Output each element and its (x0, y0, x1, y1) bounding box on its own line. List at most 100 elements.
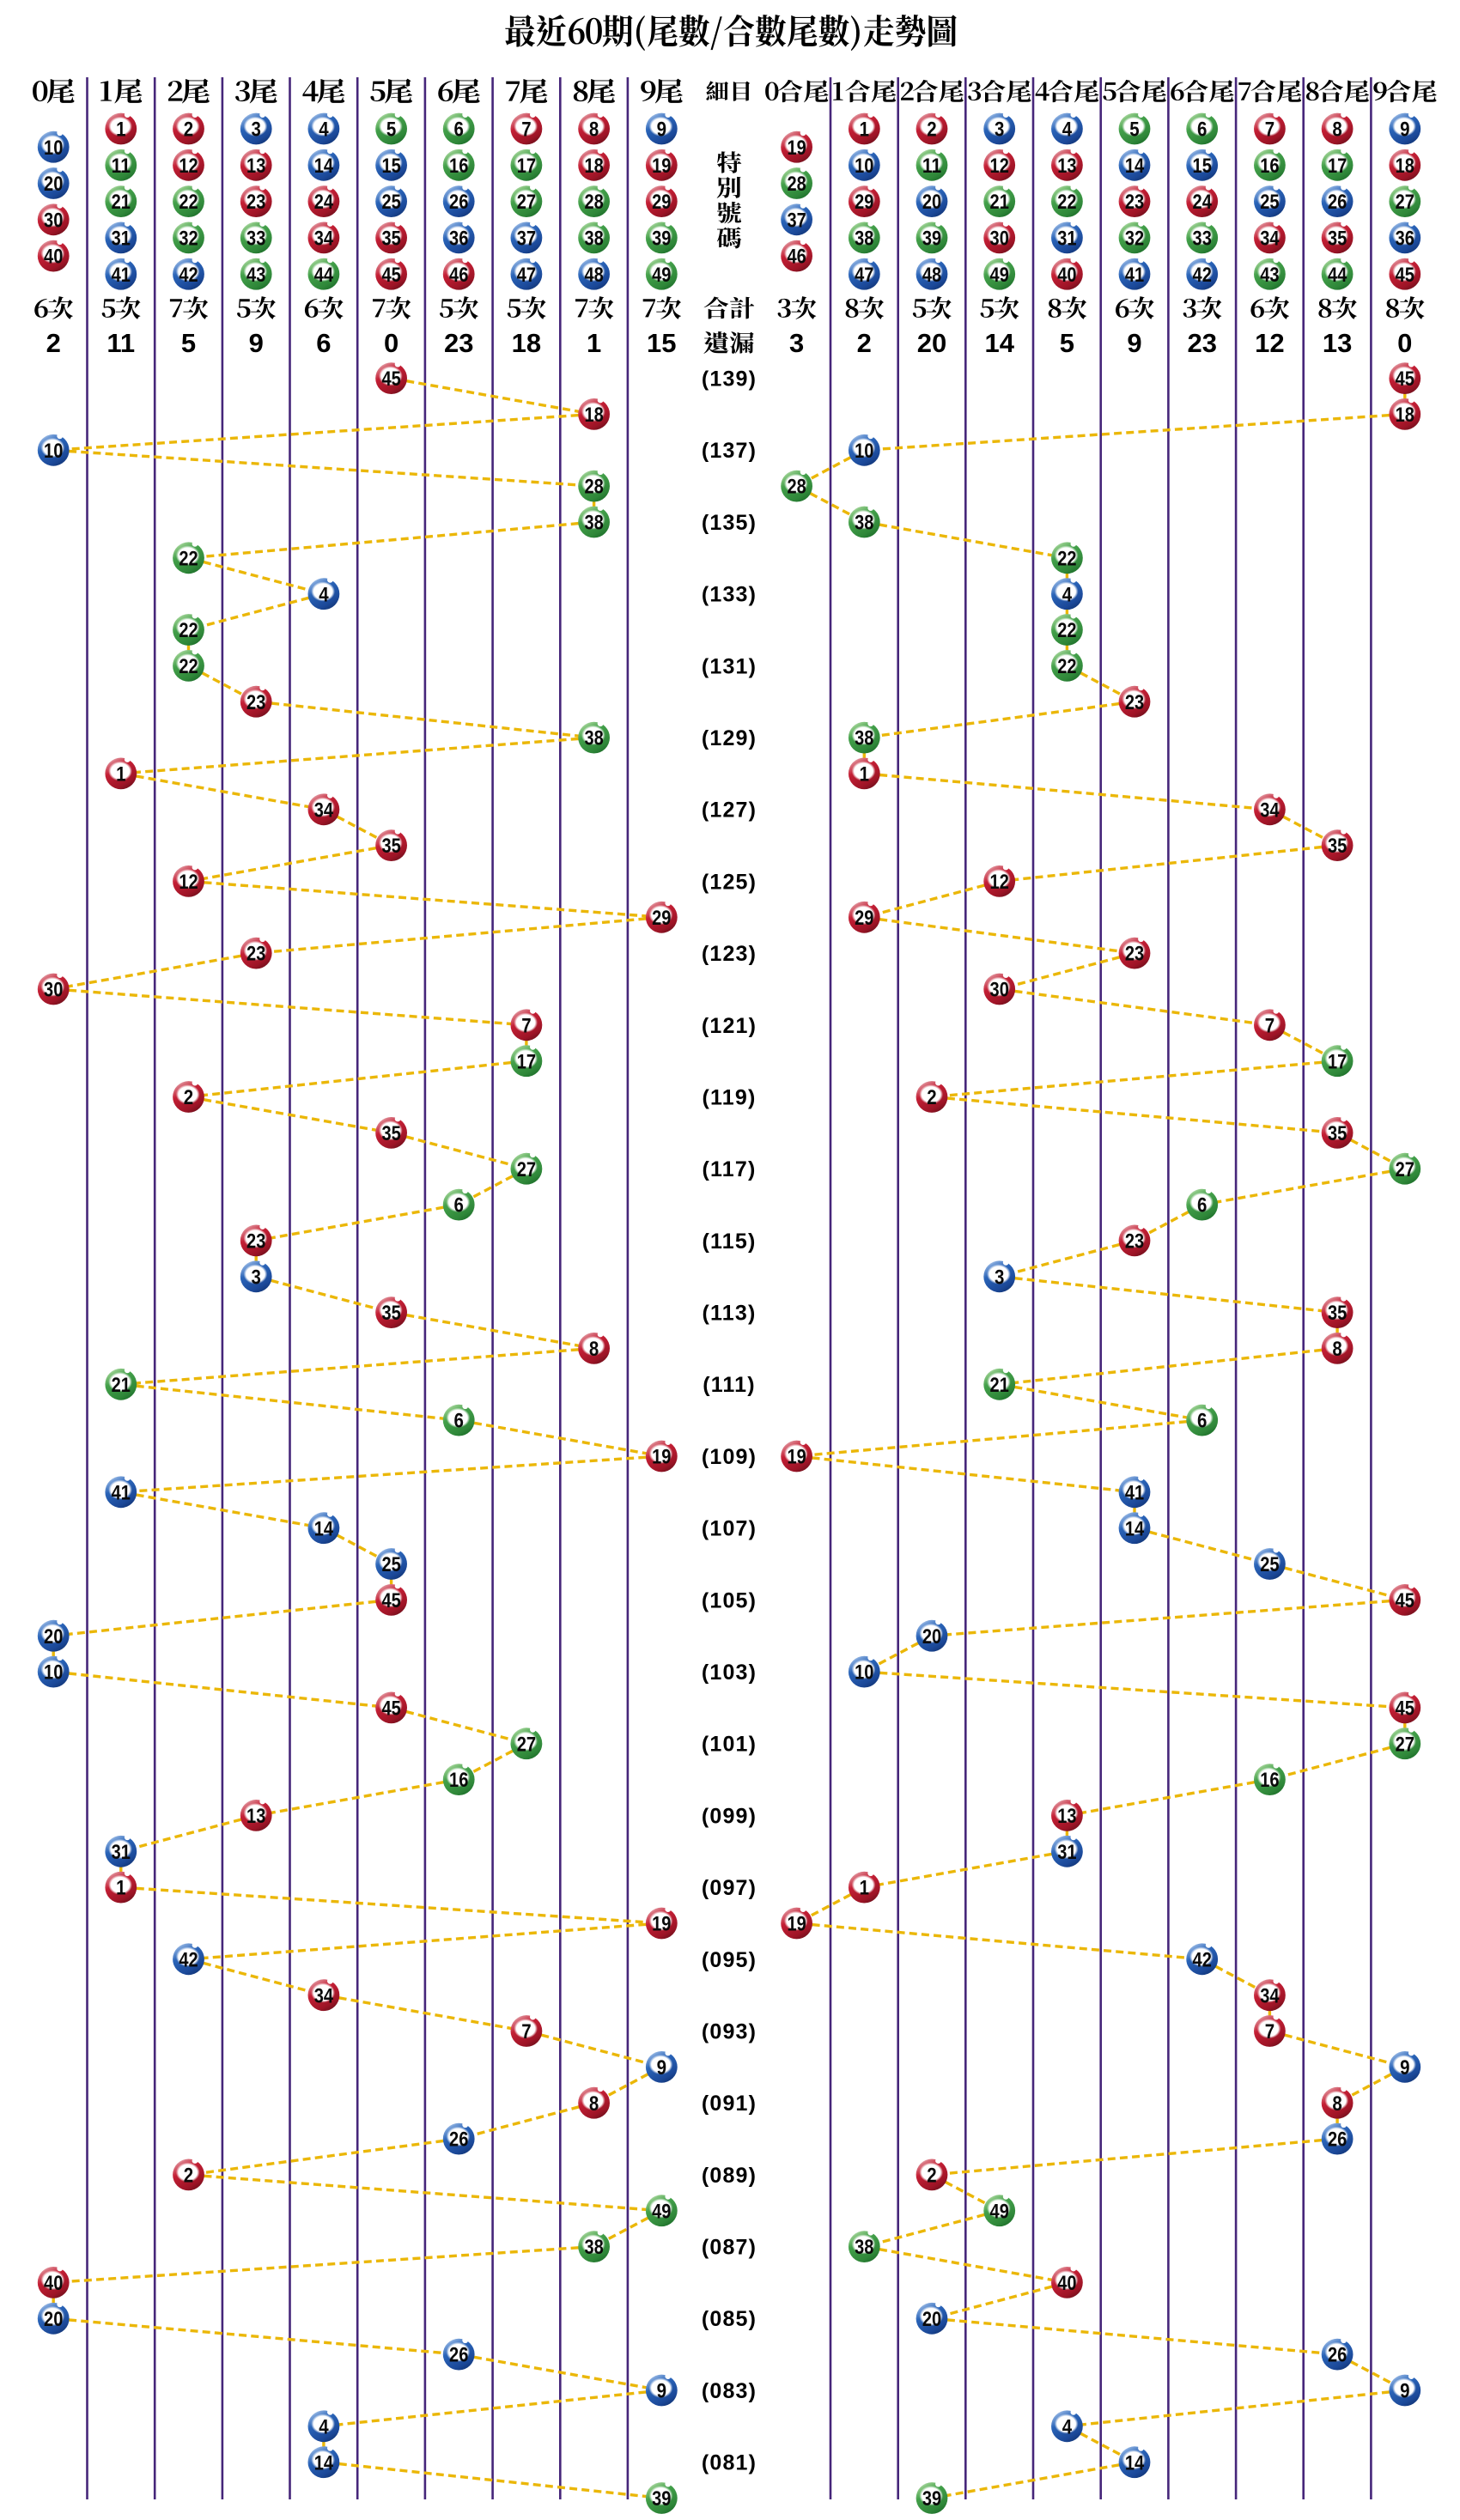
svg-text:8: 8 (1332, 2092, 1341, 2116)
svg-text:10: 10 (44, 440, 63, 463)
svg-text:14: 14 (1125, 2451, 1145, 2474)
svg-text:27: 27 (1396, 1158, 1414, 1181)
svg-text:10: 10 (44, 137, 63, 160)
svg-text:49: 49 (990, 2200, 1009, 2223)
svg-text:18: 18 (1396, 155, 1414, 178)
svg-text:28: 28 (584, 476, 603, 499)
svg-text:6: 6 (454, 1410, 464, 1433)
svg-text:34: 34 (1260, 1984, 1280, 2007)
svg-text:15: 15 (647, 328, 676, 358)
svg-text:(137): (137) (702, 439, 757, 463)
svg-text:12: 12 (1255, 328, 1284, 358)
svg-text:5: 5 (386, 118, 396, 142)
svg-text:46: 46 (787, 246, 806, 269)
svg-text:25: 25 (381, 191, 400, 214)
svg-text:8: 8 (1332, 1338, 1341, 1361)
svg-text:23: 23 (246, 191, 265, 214)
svg-text:7: 7 (521, 1014, 531, 1037)
svg-text:20: 20 (922, 1625, 941, 1649)
svg-text:24: 24 (1193, 191, 1213, 214)
svg-text:(081): (081) (702, 2451, 757, 2475)
svg-text:3: 3 (252, 1266, 261, 1289)
svg-text:21: 21 (112, 1374, 131, 1397)
svg-text:42: 42 (179, 1948, 198, 1971)
svg-text:41: 41 (112, 264, 131, 287)
svg-text:37: 37 (517, 228, 536, 251)
svg-text:1: 1 (116, 118, 125, 142)
svg-text:(087): (087) (702, 2236, 757, 2260)
svg-text:18: 18 (584, 404, 603, 427)
svg-text:40: 40 (44, 2272, 63, 2295)
svg-text:17: 17 (517, 155, 536, 178)
svg-text:34: 34 (1260, 799, 1280, 822)
svg-text:22: 22 (179, 191, 198, 214)
svg-text:38: 38 (855, 727, 873, 750)
svg-text:2: 2 (927, 1086, 936, 1109)
svg-text:1: 1 (587, 328, 601, 358)
svg-text:28: 28 (584, 191, 603, 214)
svg-text:12: 12 (990, 155, 1009, 178)
svg-text:22: 22 (179, 655, 198, 678)
svg-text:42: 42 (1193, 264, 1212, 287)
svg-text:9: 9 (1400, 2056, 1409, 2080)
svg-text:26: 26 (1328, 2344, 1347, 2367)
svg-text:(091): (091) (702, 2092, 757, 2116)
svg-text:22: 22 (1057, 191, 1076, 214)
svg-text:26: 26 (449, 2344, 468, 2367)
svg-text:1: 1 (116, 763, 125, 786)
svg-text:3: 3 (252, 118, 261, 142)
svg-text:4: 4 (319, 2415, 329, 2438)
svg-text:6: 6 (454, 1194, 464, 1217)
svg-text:49: 49 (652, 264, 671, 287)
svg-text:11: 11 (922, 155, 941, 178)
svg-text:(089): (089) (702, 2164, 757, 2188)
svg-text:21: 21 (112, 191, 131, 214)
svg-text:27: 27 (517, 1158, 536, 1181)
svg-text:20: 20 (44, 1625, 63, 1649)
svg-text:29: 29 (652, 907, 671, 930)
svg-text:17: 17 (1328, 1050, 1347, 1073)
svg-text:(123): (123) (702, 942, 757, 966)
svg-text:43: 43 (246, 264, 265, 287)
svg-text:45: 45 (381, 1697, 400, 1721)
svg-text:(099): (099) (702, 1804, 757, 1828)
svg-text:2: 2 (184, 118, 193, 142)
svg-text:6: 6 (454, 118, 464, 142)
svg-text:6: 6 (1197, 118, 1207, 142)
svg-text:8: 8 (589, 1338, 599, 1361)
svg-text:4: 4 (1062, 2415, 1073, 2438)
svg-text:25: 25 (381, 1553, 400, 1576)
svg-text:23: 23 (246, 943, 265, 966)
svg-text:10: 10 (44, 1661, 63, 1685)
svg-text:33: 33 (1193, 228, 1212, 251)
svg-text:14: 14 (1125, 1517, 1145, 1540)
svg-text:2: 2 (184, 1086, 193, 1109)
svg-text:30: 30 (990, 228, 1009, 251)
svg-text:38: 38 (584, 2236, 603, 2259)
svg-text:31: 31 (1057, 1841, 1076, 1864)
svg-text:3: 3 (995, 118, 1004, 142)
svg-text:48: 48 (584, 264, 603, 287)
svg-text:47: 47 (517, 264, 536, 287)
svg-text:22: 22 (1057, 655, 1076, 678)
svg-text:27: 27 (517, 191, 536, 214)
svg-text:12: 12 (179, 871, 198, 894)
svg-text:(097): (097) (702, 1876, 757, 1900)
svg-text:29: 29 (855, 191, 873, 214)
svg-text:27: 27 (1396, 1733, 1414, 1756)
svg-text:13: 13 (1057, 155, 1076, 178)
svg-text:2: 2 (927, 2165, 936, 2188)
svg-text:45: 45 (381, 264, 400, 287)
svg-text:(125): (125) (702, 870, 757, 894)
svg-text:19: 19 (652, 1446, 671, 1469)
svg-text:23: 23 (246, 691, 265, 714)
svg-text:20: 20 (922, 2308, 941, 2331)
svg-text:39: 39 (652, 2487, 671, 2511)
svg-text:4: 4 (1062, 583, 1073, 606)
svg-text:14: 14 (314, 1517, 334, 1540)
svg-text:49: 49 (652, 2200, 671, 2223)
svg-text:19: 19 (787, 1913, 806, 1936)
svg-text:(131): (131) (702, 654, 757, 678)
svg-text:8: 8 (1332, 118, 1341, 142)
svg-text:13: 13 (246, 1805, 265, 1828)
